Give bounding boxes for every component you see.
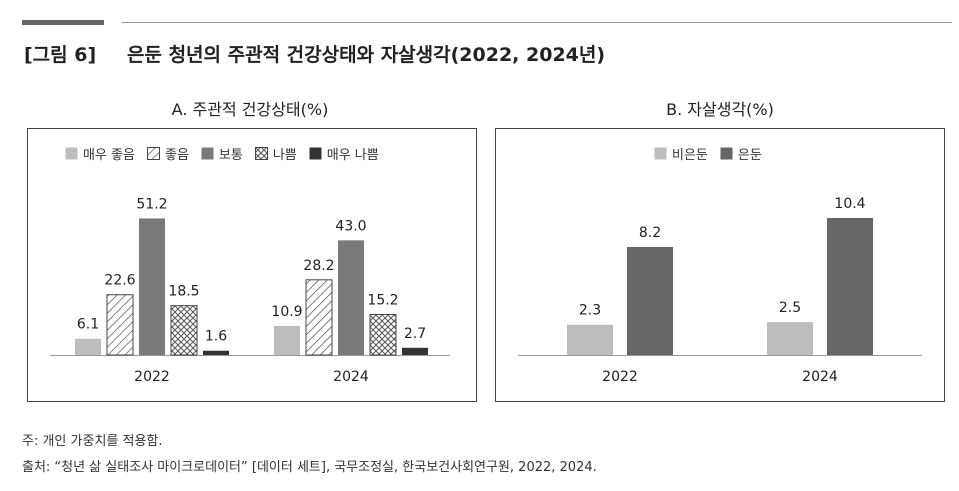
legend-label: 매우 나쁨 (326, 148, 379, 163)
legend-swatch (309, 147, 322, 160)
legend-item: 매우 나쁨 (309, 144, 379, 163)
bar (305, 279, 333, 356)
data-label: 2.5 (779, 300, 801, 316)
data-label: 6.1 (77, 317, 99, 333)
legend-item: 비은둔 (654, 144, 708, 163)
bar (827, 217, 873, 355)
legend-item: 좋음 (146, 144, 189, 163)
chart-a-title: A. 주관적 건강상태(%) (171, 100, 329, 119)
x-tick-label: 2022 (602, 369, 638, 385)
chart-b-plot: 2.3 8.2 2022 2.5 10.4 2024 (518, 196, 922, 385)
legend-label: 매우 좋음 (83, 148, 135, 163)
legend-swatch (720, 147, 733, 160)
bar (567, 324, 613, 355)
bar (402, 347, 428, 355)
data-label: 10.9 (271, 304, 302, 320)
x-tick-label: 2022 (134, 369, 170, 385)
legend-item: 매우 좋음 (65, 144, 135, 163)
bar (767, 322, 813, 355)
x-tick-label: 2024 (333, 369, 369, 385)
chart-a-legend: 매우 좋음 좋음 보통 나쁨 매우 나쁨 (65, 144, 379, 163)
legend-label: 나쁨 (272, 148, 297, 163)
legend-item: 보통 (201, 144, 243, 163)
data-label: 28.2 (303, 258, 334, 274)
bar (170, 305, 198, 356)
bar (369, 313, 397, 356)
legend-item: 나쁨 (254, 144, 297, 163)
data-label: 10.4 (834, 196, 865, 212)
legend-swatch (254, 147, 268, 160)
legend-swatch (654, 147, 667, 160)
chart-a-panel: 매우 좋음 좋음 보통 나쁨 매우 나쁨 6.1 22.6 51.2 18.5 1.6 2022 1… (27, 128, 477, 402)
legend-label: 비은둔 (672, 148, 708, 163)
legend-label: 은둔 (737, 148, 762, 163)
data-label: 8.2 (639, 225, 661, 241)
figure-title-text: 은둔 청년의 주관적 건강상태와 자살생각(2022, 2024년) (127, 44, 606, 66)
data-label: 1.6 (205, 329, 227, 345)
title-rule-dark (22, 20, 104, 25)
legend-label: 보통 (218, 148, 243, 163)
chart-b-panel: 비은둔 은둔 2.3 8.2 2022 2.5 10.4 2024 (495, 128, 945, 402)
data-label: 51.2 (136, 196, 167, 212)
bar (338, 240, 364, 355)
bar (627, 246, 673, 355)
legend-label: 좋음 (164, 148, 189, 163)
data-label: 2.3 (579, 303, 601, 319)
data-label: 15.2 (367, 292, 398, 308)
legend-item: 은둔 (720, 144, 762, 163)
chart-a-plot: 6.1 22.6 51.2 18.5 1.6 2022 10.9 28.2 43.0 15.2 2.… (50, 196, 450, 385)
chart-note: 주: 개인 가중치를 적용함. (22, 434, 163, 449)
legend-swatch (201, 147, 214, 160)
bar (203, 350, 229, 355)
data-label: 2.7 (404, 326, 426, 342)
data-label: 22.6 (104, 273, 135, 289)
figure-label: [그림 6] (24, 44, 97, 66)
bar (139, 218, 165, 355)
bar (274, 325, 300, 355)
data-label: 18.5 (168, 284, 199, 300)
x-tick-label: 2024 (802, 369, 838, 385)
chart-b-title: B. 자살생각(%) (666, 100, 774, 119)
legend-swatch (146, 147, 160, 160)
bar (106, 294, 134, 356)
chart-b-legend: 비은둔 은둔 (654, 144, 762, 163)
figure-title: [그림 6] 은둔 청년의 주관적 건강상태와 자살생각(2022, 2024년) (24, 40, 605, 67)
data-label: 43.0 (335, 218, 366, 234)
bar (75, 338, 101, 355)
title-rule-light (122, 22, 952, 23)
legend-swatch (65, 147, 78, 160)
chart-source: 출처: “청년 삶 실태조사 마이크로데이터” [데이터 세트], 국무조정실,… (22, 460, 597, 475)
